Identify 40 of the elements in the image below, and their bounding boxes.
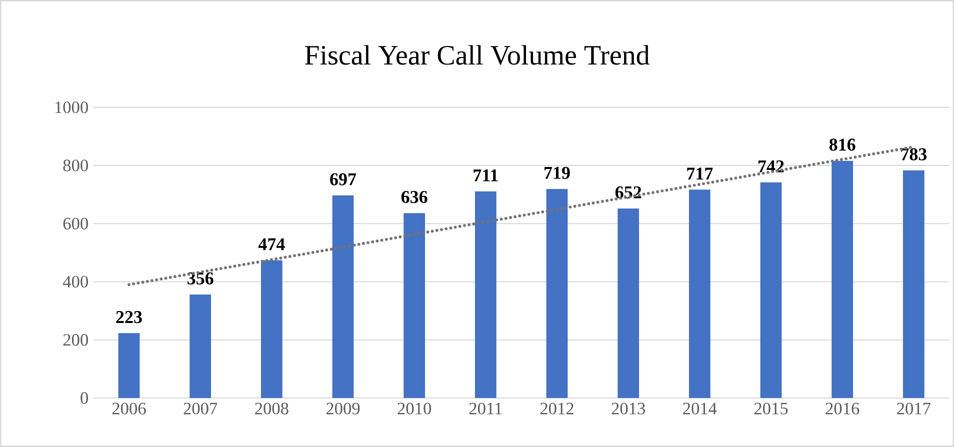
x-tick-label: 2008 (255, 402, 288, 414)
bar (474, 191, 496, 398)
x-tick-label: 2014 (683, 402, 717, 414)
data-label: 816 (829, 138, 856, 151)
data-label: 697 (330, 173, 356, 186)
y-tick-label: 200 (63, 334, 88, 346)
bar (118, 333, 140, 398)
data-label: 711 (474, 169, 498, 182)
x-tick-label: 2012 (540, 402, 574, 414)
x-tick-label: 2009 (326, 402, 360, 414)
y-tick-label: 800 (63, 160, 88, 172)
bar (618, 208, 640, 398)
y-tick-label: 600 (63, 218, 88, 230)
bar (902, 170, 924, 398)
y-tick-label: 1000 (55, 101, 88, 114)
bar (190, 294, 212, 398)
data-label: 719 (544, 166, 570, 179)
chart-title: Fiscal Year Call Volume Trend (305, 45, 650, 65)
x-tick-label: 2013 (612, 402, 645, 414)
y-tick-label: 0 (80, 392, 88, 404)
x-tick-label: 2011 (469, 402, 502, 414)
bar (546, 189, 568, 398)
data-label: 474 (258, 238, 285, 250)
x-tick-label: 2017 (897, 402, 931, 414)
x-tick-label: 2015 (754, 402, 788, 414)
data-label: 223 (116, 311, 142, 324)
x-tick-label: 2016 (826, 402, 860, 414)
bar (760, 182, 782, 398)
x-tick-label: 2006 (112, 402, 146, 414)
bar (832, 160, 854, 398)
x-tick-label: 2007 (184, 402, 218, 414)
bar (332, 195, 354, 398)
data-label: 783 (901, 148, 927, 160)
bar (404, 213, 426, 398)
data-label: 636 (401, 190, 428, 204)
bar (688, 190, 710, 398)
y-tick-label: 400 (62, 276, 88, 288)
data-label: 717 (687, 168, 713, 180)
x-tick-label: 2010 (398, 402, 432, 414)
bar (260, 260, 282, 398)
